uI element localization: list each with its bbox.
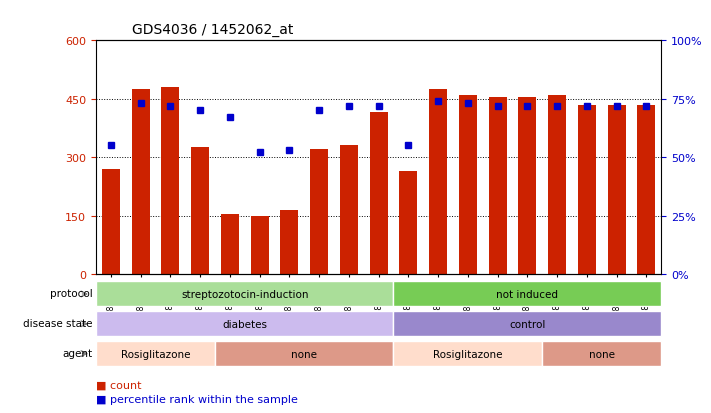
Bar — [96, 341, 215, 366]
Text: control: control — [509, 319, 545, 329]
Text: none: none — [589, 349, 615, 359]
Text: ■ percentile rank within the sample: ■ percentile rank within the sample — [96, 394, 298, 404]
Bar — [191, 148, 209, 274]
Bar — [393, 282, 661, 307]
Text: disease state: disease state — [23, 318, 92, 328]
Bar — [96, 282, 393, 307]
Text: protocol: protocol — [50, 288, 92, 298]
Bar — [251, 217, 269, 274]
Bar — [132, 90, 149, 274]
Bar — [221, 214, 239, 274]
Bar — [638, 105, 656, 274]
Bar — [542, 341, 661, 366]
Text: not induced: not induced — [496, 289, 558, 299]
Bar — [578, 105, 596, 274]
Text: ■ count: ■ count — [96, 380, 141, 390]
Bar — [488, 97, 506, 274]
Bar — [340, 146, 358, 274]
Text: diabetes: diabetes — [223, 319, 267, 329]
Bar — [608, 105, 626, 274]
Bar — [518, 97, 536, 274]
Bar — [393, 311, 661, 337]
Bar — [429, 90, 447, 274]
Bar — [102, 169, 119, 274]
Text: streptozotocin-induction: streptozotocin-induction — [181, 289, 309, 299]
Bar — [96, 311, 393, 337]
Bar — [280, 210, 299, 274]
Text: agent: agent — [63, 348, 92, 358]
Bar — [400, 171, 417, 274]
Bar — [310, 150, 328, 274]
Bar — [459, 96, 477, 274]
Text: Rosiglitazone: Rosiglitazone — [121, 349, 191, 359]
Text: Rosiglitazone: Rosiglitazone — [433, 349, 503, 359]
Text: none: none — [292, 349, 317, 359]
Bar — [393, 341, 542, 366]
Bar — [215, 341, 393, 366]
Text: GDS4036 / 1452062_at: GDS4036 / 1452062_at — [132, 23, 293, 37]
Bar — [370, 113, 387, 274]
Bar — [161, 88, 179, 274]
Bar — [548, 96, 566, 274]
